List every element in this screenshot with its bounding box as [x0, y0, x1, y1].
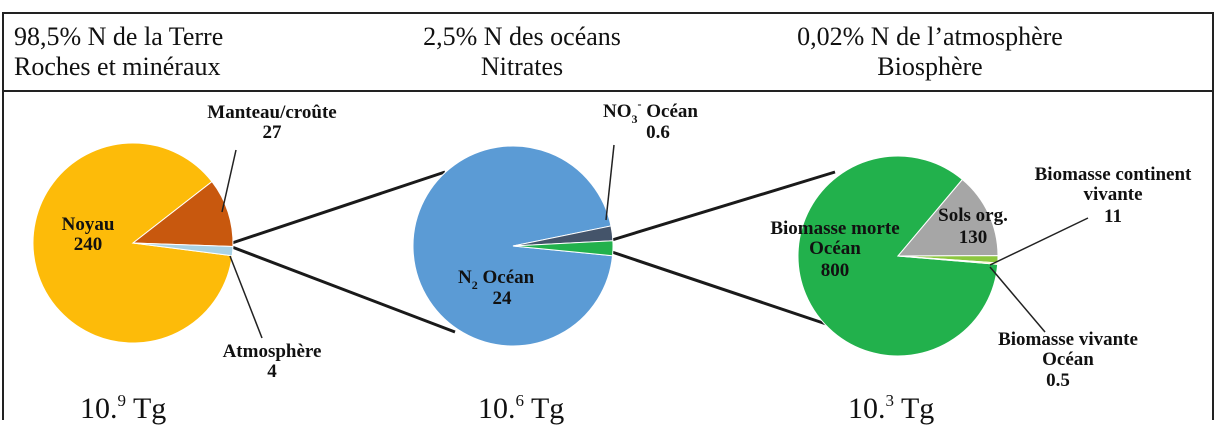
total-terre-base: 10. — [80, 392, 118, 425]
label-biocont-line1: Biomasse continent — [1035, 164, 1192, 185]
connector-1-bottom — [231, 245, 456, 334]
total-oceans-exp: 6 — [516, 391, 525, 410]
pie-slice-1-0 — [412, 145, 614, 347]
label-biovivo-line1: Biomasse vivante — [998, 329, 1138, 350]
pie-slice-2-1 — [896, 178, 999, 257]
label-n2-sub: 2 — [472, 278, 478, 292]
total-oceans-unit: Tg — [524, 392, 564, 425]
total-biosphere-exp: 3 — [886, 391, 895, 410]
pie-chart-oceans — [412, 145, 614, 347]
label-biomorte-value: 800 — [821, 260, 850, 281]
label-sols: Sols org. — [938, 205, 1008, 226]
leader-atmosphere — [229, 255, 263, 339]
label-atmosphere: Atmosphère — [223, 341, 322, 362]
header-col-2-line2: Nitrates — [480, 52, 564, 81]
total-terre-exp: 9 — [118, 391, 127, 410]
label-biomorte-line2: Océan — [809, 238, 861, 259]
connector-lines — [231, 170, 851, 334]
total-biosphere: 10.3 Tg — [848, 391, 934, 425]
label-biovivo-value: 0.5 — [1046, 370, 1070, 391]
label-n2-base: N — [458, 267, 472, 288]
leader-manteau — [221, 149, 237, 213]
leader-no3 — [605, 144, 615, 221]
pie-slice-0-1 — [131, 180, 234, 248]
label-noyau: Noyau — [62, 214, 115, 235]
label-no3-sup: - — [638, 97, 642, 111]
leader-lines — [221, 144, 1089, 339]
total-biosphere-unit: Tg — [894, 392, 934, 425]
leader-biocont — [989, 217, 1089, 266]
total-biosphere-base: 10. — [848, 392, 886, 425]
header-col-1-line1: 98,5% N de la Terre — [14, 22, 224, 51]
pie-slice-0-2 — [132, 242, 234, 257]
pie-slice-1-2 — [512, 240, 614, 257]
label-n2: N2 Océan — [458, 267, 535, 292]
header-box — [2, 12, 1214, 92]
pie-chart-terre — [32, 142, 234, 344]
pie-slice-2-3 — [897, 255, 999, 265]
label-no3-value: 0.6 — [646, 122, 670, 143]
header-col-1-line2: Roches et minéraux — [14, 52, 221, 81]
label-no3-sub: 3 — [632, 112, 638, 126]
pie-chart-biosphere — [797, 155, 999, 357]
header-col-3-line1: 0,02% N de l’atmosphère — [797, 22, 1063, 51]
label-sols-value: 130 — [959, 227, 988, 248]
header-col-3: 0,02% N de l’atmosphère Biosphère — [760, 22, 1100, 82]
label-manteau: Manteau/croûte — [207, 102, 336, 123]
connector-2-bottom — [611, 250, 851, 334]
label-no3: NO3- Océan — [603, 97, 698, 126]
total-oceans: 10.6 Tg — [478, 391, 564, 425]
header-col-2-line1: 2,5% N des océans — [423, 22, 621, 51]
header-col-2: 2,5% N des océans Nitrates — [372, 22, 672, 82]
label-biocont-line2: vivante — [1083, 184, 1142, 205]
total-oceans-base: 10. — [478, 392, 516, 425]
connector-2-top — [611, 170, 836, 242]
label-manteau-value: 27 — [263, 122, 283, 143]
header-col-1: 98,5% N de la Terre Roches et minéraux — [14, 22, 223, 82]
connector-1-top — [231, 170, 446, 245]
label-biovivo-line2: Océan — [1042, 349, 1094, 370]
label-no3-base: NO — [603, 101, 632, 122]
total-terre-unit: Tg — [126, 392, 166, 425]
total-terre: 10.9 Tg — [80, 391, 166, 425]
label-atmosphere-value: 4 — [267, 361, 277, 382]
header-col-3-line2: Biosphère — [877, 52, 983, 81]
label-biocont-value: 11 — [1104, 206, 1122, 227]
leader-biovivo — [989, 266, 1046, 333]
label-biomorte-line1: Biomasse morte — [770, 218, 899, 239]
label-n2-rest: Océan — [478, 267, 535, 288]
label-no3-rest: Océan — [642, 101, 699, 122]
label-noyau-value: 240 — [74, 234, 103, 255]
label-n2-value: 24 — [493, 288, 513, 309]
